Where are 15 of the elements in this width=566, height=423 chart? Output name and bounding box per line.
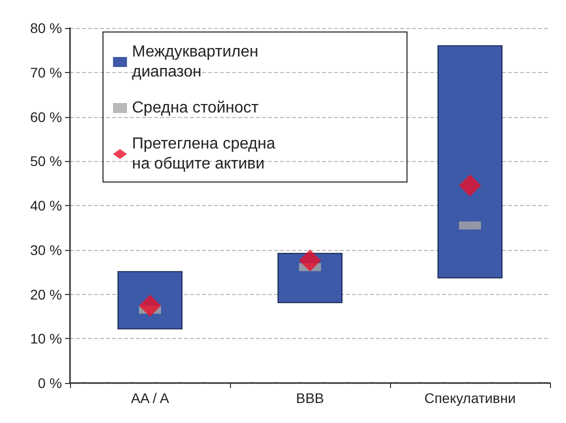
y-tick-label: 40 %	[30, 198, 62, 214]
x-tick-label: Спекулативни	[424, 390, 516, 406]
y-tick-label: 20 %	[30, 286, 62, 302]
x-tick-label: AA / A	[130, 390, 170, 406]
legend-label: Междуквартилен диапазон	[132, 44, 263, 80]
y-tick-label: 0 %	[38, 375, 62, 391]
y-tick-label: 10 %	[30, 330, 62, 347]
y-tick-label: 60 %	[30, 108, 62, 125]
y-tick-label: 30 %	[30, 242, 62, 258]
x-tick-label: BBB	[296, 390, 324, 406]
legend-label: Претеглена средна на общите активи	[132, 136, 280, 172]
legend-label: Средна стойност	[132, 100, 260, 116]
y-tick-label: 80 %	[30, 20, 62, 36]
y-tick-label: 50 %	[30, 153, 62, 170]
y-tick-label: 70 %	[30, 64, 62, 80]
